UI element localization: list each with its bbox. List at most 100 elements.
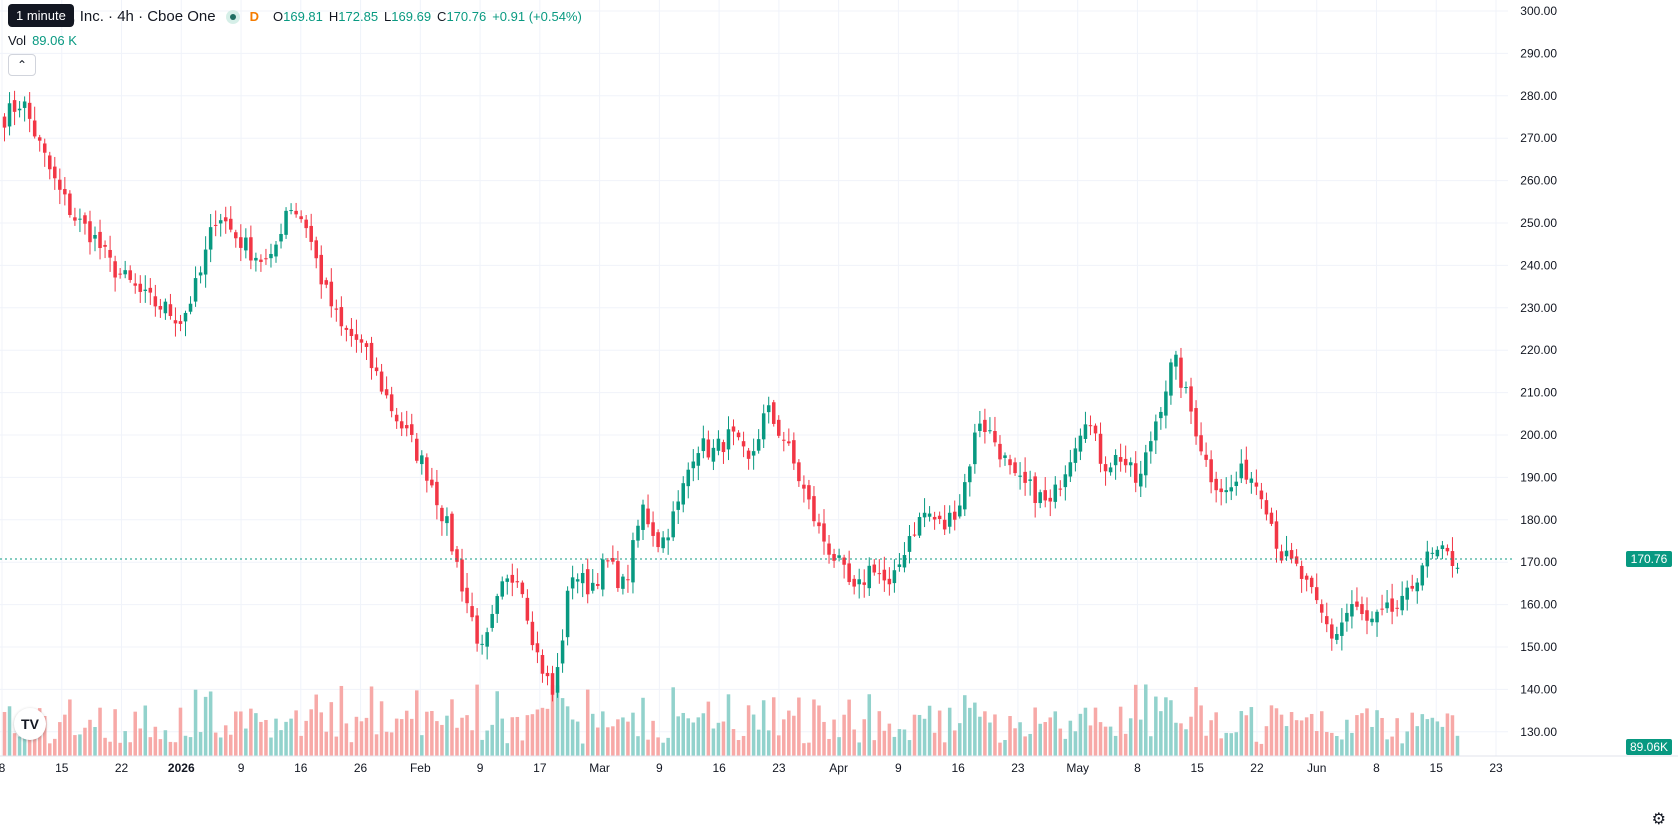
candle-body — [1108, 467, 1113, 473]
volume-bar — [1013, 728, 1017, 756]
volume-bar — [1360, 713, 1364, 756]
close-label: C — [437, 9, 447, 24]
candle-body — [455, 549, 459, 562]
candle-body — [1325, 616, 1329, 625]
volume-bar — [751, 714, 756, 756]
candle-body — [1189, 386, 1193, 412]
candle-body — [1289, 550, 1294, 559]
volume-bar — [792, 715, 796, 756]
candle-body — [887, 578, 892, 585]
candle-body — [842, 557, 846, 565]
time-tick-label: Feb — [410, 761, 431, 775]
candle-body — [314, 240, 318, 259]
volume-bar — [465, 715, 469, 756]
candle-body — [435, 481, 439, 506]
candle-body — [651, 522, 655, 536]
volume-bar — [193, 689, 198, 756]
volume-bar — [1048, 717, 1053, 756]
price-tick-label: 230.00 — [1520, 301, 1557, 315]
price-axis: 300.00 290.00 280.00 270.00 260.00 250.00 240.… — [1520, 4, 1557, 739]
candle-body — [349, 328, 354, 337]
price-tick-label: 250.00 — [1520, 216, 1557, 230]
volume-bar — [445, 715, 449, 756]
volume-bar — [771, 697, 776, 756]
volume-bar — [113, 709, 117, 756]
volume-bar — [1274, 708, 1279, 756]
volume-bar — [666, 737, 670, 756]
candle-body — [53, 166, 57, 179]
candle-body — [947, 512, 952, 527]
candle-body — [1319, 604, 1324, 613]
time-tick-label: 9 — [656, 761, 663, 775]
volume-legend[interactable]: Vol 89.06 K — [8, 33, 77, 48]
candle-body — [490, 613, 494, 628]
tradingview-logo[interactable]: TV — [14, 708, 46, 740]
candle-body — [601, 559, 605, 590]
volume-bar — [1370, 726, 1374, 756]
time-tick-label: 22 — [1250, 761, 1264, 775]
volume-bar — [430, 710, 434, 756]
volume-bar — [897, 729, 902, 756]
price-tick-label: 160.00 — [1520, 598, 1557, 612]
volume-bar — [560, 698, 565, 756]
candle-body — [1450, 551, 1455, 567]
volume-bar — [83, 727, 87, 756]
volume-bar — [505, 743, 510, 756]
volume-bar — [234, 711, 238, 756]
volume-bar — [601, 711, 605, 756]
volume-bar — [716, 722, 721, 756]
candle-body — [133, 283, 137, 286]
symbol-legend: se Global, Inc. · 4h · Cboe One D O 169.8… — [8, 8, 588, 25]
volume-bar — [485, 730, 489, 756]
candle-body — [415, 438, 419, 461]
volume-bar — [1199, 705, 1203, 756]
volume-bar — [580, 743, 585, 756]
candle-body — [1395, 607, 1399, 609]
volume-bar — [872, 740, 877, 756]
volume-bar — [1149, 736, 1153, 756]
candle-body — [942, 519, 947, 530]
settings-icon[interactable]: ⚙ — [1651, 811, 1666, 828]
volume-bar — [817, 705, 821, 756]
candle-body — [771, 402, 776, 424]
time-tick-label: 15 — [55, 761, 69, 775]
volume-bar — [425, 711, 429, 756]
candle-body — [1174, 354, 1178, 367]
candle-body — [1244, 459, 1249, 480]
volume-bar — [973, 702, 977, 756]
candle-body — [1063, 474, 1068, 488]
candle-body — [113, 261, 117, 278]
candle-body — [872, 564, 877, 573]
candle-body — [103, 244, 107, 247]
volume-bar — [912, 714, 917, 756]
volume-bar — [726, 694, 731, 756]
volume-bar — [631, 712, 635, 756]
candle-body — [550, 673, 555, 695]
time-tick-label: 9 — [895, 761, 902, 775]
candle-body — [409, 424, 414, 435]
volume-bar — [842, 714, 846, 756]
candle-body — [354, 334, 359, 340]
volume-bar — [1254, 741, 1259, 756]
volume-bar — [1440, 726, 1445, 756]
volume-bar — [359, 721, 364, 756]
candle-body — [203, 249, 208, 275]
volume-bar — [917, 714, 922, 756]
volume-bar — [837, 737, 841, 756]
candle-body — [1370, 618, 1374, 623]
market-status-icon[interactable] — [225, 9, 240, 24]
price-tick-label: 190.00 — [1520, 470, 1557, 484]
candle-body — [399, 421, 404, 429]
volume-bar — [565, 706, 570, 756]
candle-body — [827, 543, 831, 555]
collapse-legend-button[interactable]: ⌃ — [8, 54, 36, 76]
volume-bar — [128, 742, 132, 756]
volume-bar — [1003, 739, 1007, 756]
candle-body — [1078, 435, 1083, 452]
candle-body — [239, 237, 243, 248]
volume-bar — [153, 726, 158, 756]
volume-bar — [731, 729, 736, 756]
candle-body — [475, 615, 479, 644]
volume-bar — [1028, 733, 1032, 756]
